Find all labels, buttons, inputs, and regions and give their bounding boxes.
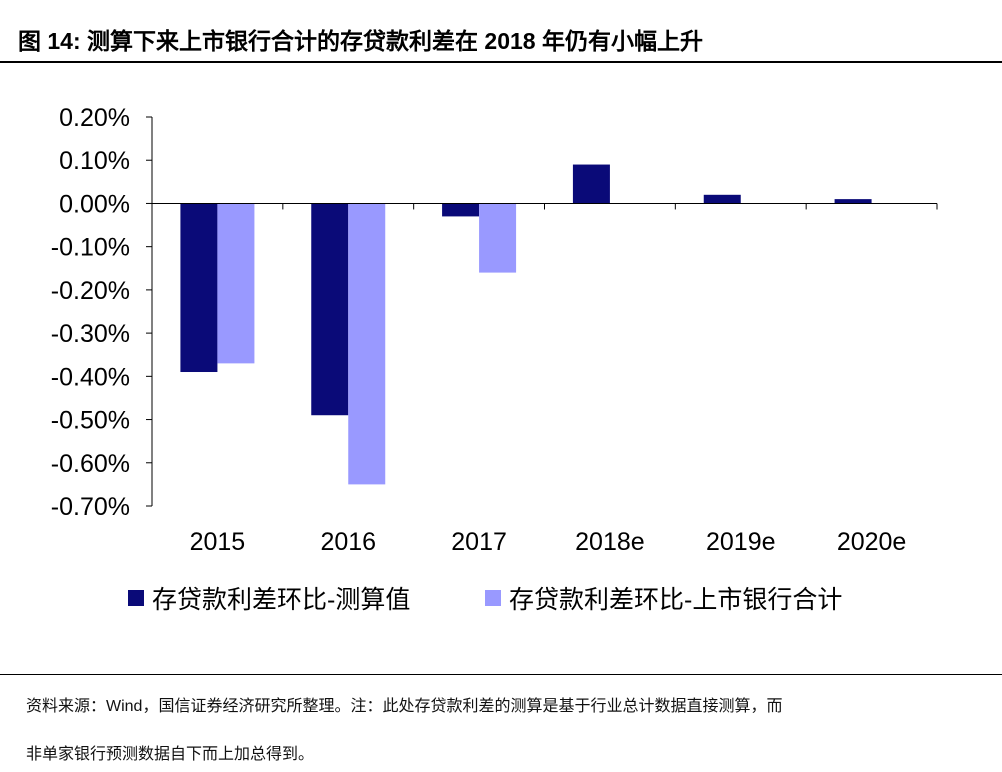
y-tick-label: -0.30%: [51, 320, 130, 348]
y-tick-label: -0.20%: [51, 277, 130, 305]
footnote-rule: [0, 674, 1002, 675]
footnote-line-1: 资料来源：Wind，国信证券经济研究所整理。注：此处存贷款利差的测算是基于行业总…: [26, 698, 783, 715]
x-tick-label: 2018e: [575, 528, 645, 556]
bar-measured-2017: [442, 203, 480, 217]
bar-measured-2015: [180, 203, 218, 373]
bar-measured-2019e: [703, 194, 741, 204]
legend-label-measured: 存贷款利差环比-测算值: [152, 586, 411, 614]
y-tick-label: 0.00%: [59, 190, 130, 218]
legend-swatch-listed-banks: [485, 590, 501, 606]
x-tick-label: 2020e: [837, 528, 907, 556]
title-rule: [0, 61, 1002, 63]
bar-measured-2016: [311, 203, 349, 416]
footnote-line-2: 非单家银行预测数据自下而上加总得到。: [26, 746, 315, 763]
figure-title: 图 14: 测算下来上市银行合计的存贷款利差在 2018 年仍有小幅上升: [18, 28, 703, 54]
legend-swatch-measured: [128, 590, 144, 606]
x-tick-label: 2017: [451, 528, 507, 556]
bar-listed-banks-2015: [217, 203, 255, 364]
x-tick-label: 2019e: [706, 528, 776, 556]
x-tick-label: 2015: [190, 528, 246, 556]
legend: 存贷款利差环比-测算值 存贷款利差环比-上市银行合计: [0, 580, 1002, 616]
bar-listed-banks-2016: [348, 203, 386, 485]
y-tick-label: 0.20%: [59, 104, 130, 132]
legend-item-listed-banks: 存贷款利差环比-上市银行合计: [485, 580, 842, 616]
y-tick-label: -0.60%: [51, 450, 130, 478]
legend-item-measured: 存贷款利差环比-测算值: [128, 580, 410, 616]
legend-label-listed-banks: 存贷款利差环比-上市银行合计: [509, 586, 843, 614]
bar-measured-2020e: [834, 199, 872, 204]
y-tick-label: -0.40%: [51, 363, 130, 391]
bar-listed-banks-2017: [479, 203, 517, 273]
x-tick-label: 2016: [320, 528, 376, 556]
bar-chart: 0.20% 0.10% 0.00% -0.10% -0.20% -0.30% -0.40% -…: [51, 104, 938, 556]
y-tick-label: -0.50%: [51, 407, 130, 435]
y-tick-label: -0.70%: [51, 493, 130, 521]
y-tick-label: -0.10%: [51, 234, 130, 262]
bar-measured-2018e: [572, 164, 610, 204]
y-tick-label: 0.10%: [59, 147, 130, 175]
